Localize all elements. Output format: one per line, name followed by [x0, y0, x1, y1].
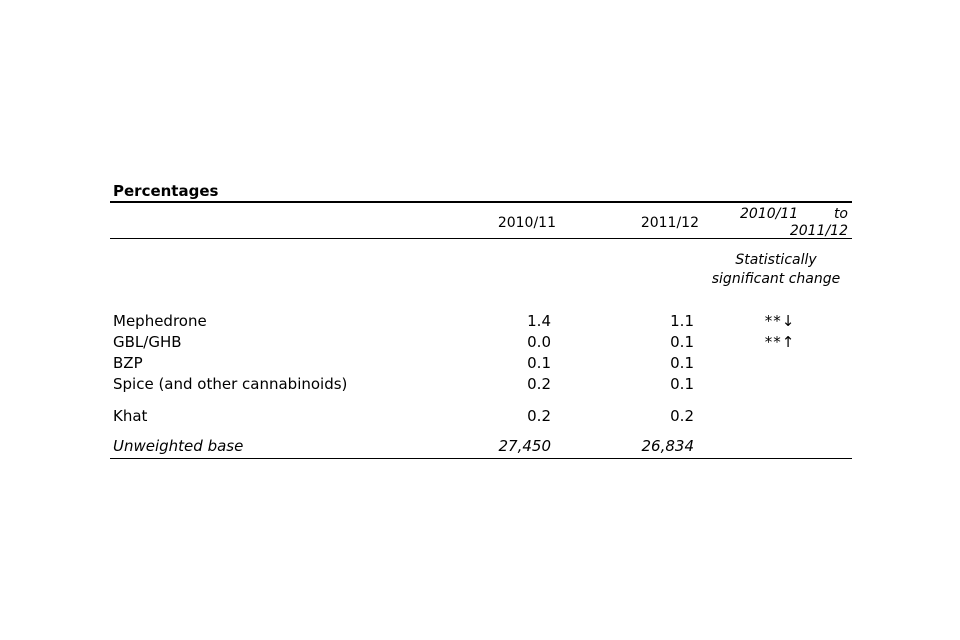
column-header-change-period: 2010/11 to 2011/12	[728, 206, 848, 240]
value-2011-12: 0.1	[670, 354, 694, 372]
table-row: GBL/GHB 0.0 0.1 **↑	[110, 332, 852, 353]
row-label: Spice (and other cannabinoids)	[113, 375, 348, 393]
base-2011-12: 26,834	[641, 437, 695, 455]
subheader-row: Statistically significant change	[110, 239, 852, 311]
column-header-row: 2010/11 2011/12 2010/11 to 2011/12	[110, 203, 852, 240]
column-header-2010-11: 2010/11	[497, 215, 556, 231]
value-2011-12: 0.1	[670, 375, 694, 393]
value-2011-12: 0.1	[670, 333, 694, 351]
row-label: GBL/GHB	[113, 333, 182, 351]
value-2010-11: 1.4	[527, 312, 551, 330]
change-to-word: to	[833, 206, 848, 222]
percentages-table: Percentages 2010/11 2011/12 2010/11 to 2…	[110, 182, 852, 459]
value-2010-11: 0.0	[527, 333, 551, 351]
table-row: Spice (and other cannabinoids) 0.2 0.1	[110, 374, 852, 395]
bottom-rule	[110, 458, 852, 459]
table-title: Percentages	[113, 182, 219, 200]
table-row: Mephedrone 1.4 1.1 **↓	[110, 311, 852, 332]
row-label: Mephedrone	[113, 312, 207, 330]
value-2010-11: 0.1	[527, 354, 551, 372]
value-2010-11: 0.2	[527, 407, 551, 425]
base-label: Unweighted base	[113, 437, 244, 455]
row-label: BZP	[113, 354, 143, 372]
value-2011-12: 0.2	[670, 407, 694, 425]
value-2011-12: 1.1	[670, 312, 694, 330]
row-label: Khat	[113, 407, 148, 425]
base-2010-11: 27,450	[498, 437, 552, 455]
top-rule	[110, 201, 852, 203]
change-indicator: **↓	[764, 312, 796, 330]
table-row: Khat 0.2 0.2	[110, 406, 852, 427]
change-indicator: **↑	[764, 333, 796, 351]
significance-note: Statistically significant change	[711, 252, 841, 287]
change-from-year: 2010/11	[740, 206, 799, 222]
unweighted-base-row: Unweighted base 27,450 26,834	[110, 436, 852, 458]
value-2010-11: 0.2	[527, 375, 551, 393]
header-rule	[110, 238, 852, 239]
table-row: BZP 0.1 0.1	[110, 353, 852, 374]
column-header-2011-12: 2011/12	[640, 215, 699, 231]
change-to-year: 2011/12	[789, 223, 848, 239]
